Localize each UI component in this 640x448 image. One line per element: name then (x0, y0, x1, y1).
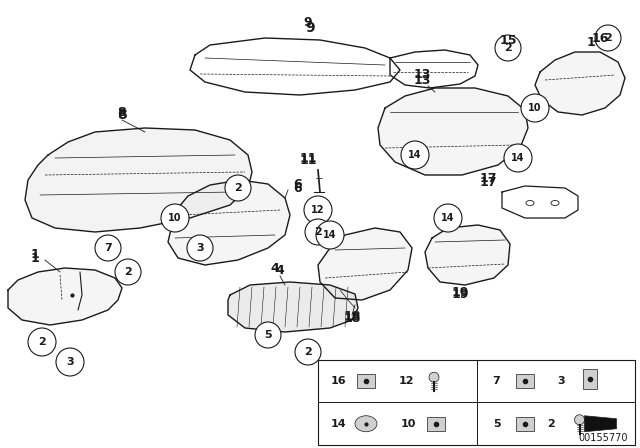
Circle shape (504, 144, 532, 172)
Text: 5: 5 (493, 419, 500, 429)
Polygon shape (168, 180, 290, 265)
Text: 8: 8 (118, 105, 126, 119)
Text: 6: 6 (294, 178, 302, 191)
Text: 9: 9 (305, 21, 315, 35)
Text: 12: 12 (311, 205, 324, 215)
Circle shape (575, 415, 584, 425)
Circle shape (295, 339, 321, 365)
Text: 16: 16 (330, 376, 346, 386)
Text: 13: 13 (413, 73, 431, 86)
Circle shape (595, 25, 621, 51)
Text: 2: 2 (38, 337, 46, 347)
Circle shape (305, 219, 331, 245)
Text: 2: 2 (504, 43, 512, 53)
Circle shape (304, 196, 332, 224)
Circle shape (429, 372, 439, 382)
Text: 19: 19 (451, 289, 468, 302)
Circle shape (255, 322, 281, 348)
Bar (318, 360, 635, 445)
Text: 10: 10 (528, 103, 541, 113)
Polygon shape (318, 228, 412, 300)
Ellipse shape (355, 416, 377, 432)
Text: 14: 14 (323, 230, 337, 240)
Text: 10: 10 (400, 419, 416, 429)
Text: 2: 2 (234, 183, 242, 193)
Text: 10: 10 (168, 213, 182, 223)
Bar (427, 417, 445, 431)
Circle shape (495, 35, 521, 61)
Text: 2: 2 (304, 347, 312, 357)
Circle shape (187, 235, 213, 261)
Text: 5: 5 (264, 330, 272, 340)
Circle shape (521, 94, 549, 122)
Circle shape (316, 221, 344, 249)
Polygon shape (378, 88, 528, 175)
Polygon shape (228, 282, 358, 332)
Polygon shape (8, 268, 122, 325)
Circle shape (161, 204, 189, 232)
Text: 11: 11 (300, 151, 317, 164)
Text: 7: 7 (493, 376, 500, 386)
Text: 2: 2 (548, 419, 556, 429)
Bar (582, 369, 596, 389)
Text: 19: 19 (451, 287, 468, 300)
Circle shape (225, 175, 251, 201)
Bar (515, 417, 534, 431)
Text: 18: 18 (343, 310, 361, 323)
Text: 13: 13 (413, 69, 431, 82)
Text: 17: 17 (479, 172, 497, 185)
Text: 7: 7 (104, 243, 112, 253)
Polygon shape (584, 416, 616, 432)
Circle shape (401, 141, 429, 169)
Text: 14: 14 (330, 419, 346, 429)
Text: 2: 2 (604, 33, 612, 43)
Text: 4: 4 (271, 262, 280, 275)
Text: 16: 16 (591, 31, 609, 44)
Text: 00155770: 00155770 (579, 433, 628, 443)
Text: 2: 2 (124, 267, 132, 277)
Text: 4: 4 (276, 263, 284, 276)
Text: 15: 15 (499, 34, 516, 47)
Bar (515, 374, 534, 388)
Text: 18: 18 (343, 311, 361, 324)
Text: 3: 3 (196, 243, 204, 253)
Text: 1: 1 (31, 249, 40, 262)
Polygon shape (535, 52, 625, 115)
Bar (357, 374, 375, 388)
Circle shape (95, 235, 121, 261)
Text: 3: 3 (557, 376, 565, 386)
Text: 9: 9 (304, 16, 312, 29)
Text: 2: 2 (314, 227, 322, 237)
Polygon shape (425, 225, 510, 285)
Text: 12: 12 (398, 376, 413, 386)
Text: 1: 1 (31, 251, 40, 264)
Text: 11: 11 (300, 154, 317, 167)
Circle shape (434, 204, 462, 232)
Text: 14: 14 (511, 153, 525, 163)
Text: 14: 14 (441, 213, 455, 223)
Text: 8: 8 (117, 108, 127, 122)
Polygon shape (25, 128, 252, 232)
Circle shape (115, 259, 141, 285)
Circle shape (28, 328, 56, 356)
Text: 6: 6 (294, 181, 302, 194)
Text: 14: 14 (408, 150, 422, 160)
Circle shape (56, 348, 84, 376)
Text: 16: 16 (586, 35, 604, 48)
Text: 3: 3 (66, 357, 74, 367)
Text: 17: 17 (479, 176, 497, 189)
